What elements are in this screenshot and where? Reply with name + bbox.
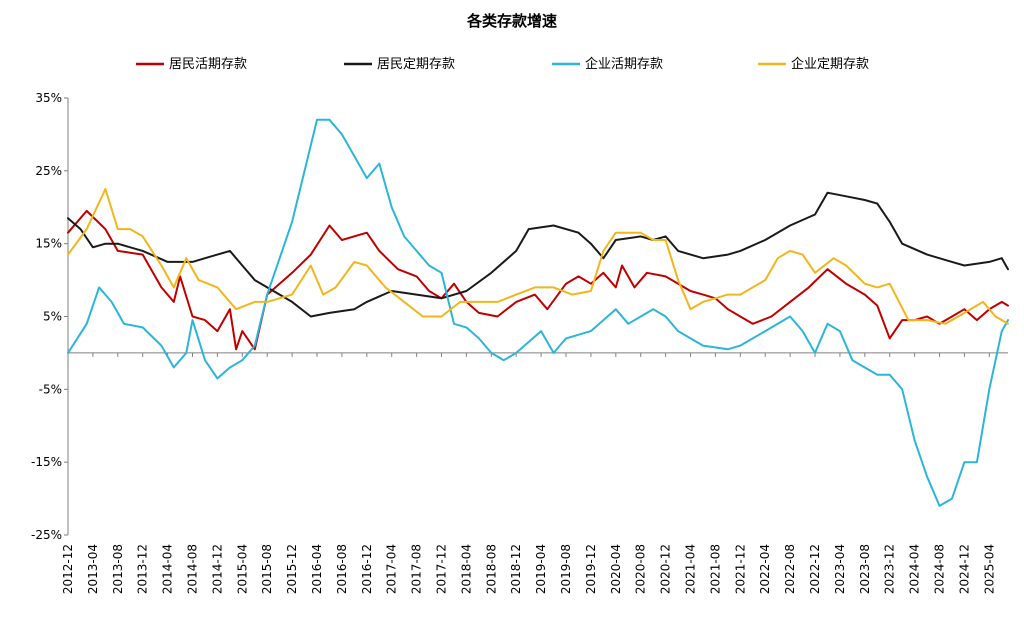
- legend-item-3: 企业定期存款: [758, 56, 869, 72]
- x-tick-label: 2023-04: [833, 544, 847, 594]
- x-tick-label: 2019-08: [559, 544, 573, 594]
- x-tick-label: 2023-12: [883, 544, 897, 594]
- legend-item-0: 居民活期存款: [136, 57, 247, 72]
- x-tick-label: 2019-04: [534, 544, 548, 594]
- y-tick-label: 15%: [35, 237, 62, 251]
- series-line-0: [67, 209, 1009, 351]
- y-tick-label: 5%: [43, 310, 62, 324]
- x-tick-label: 2024-12: [957, 544, 971, 594]
- y-tick-label: -5%: [39, 382, 62, 396]
- legend: 居民活期存款 居民定期存款 企业活期存款 企业定期存款: [136, 56, 869, 72]
- x-tick-label: 2018-04: [459, 544, 473, 594]
- x-tick-label: 2020-08: [634, 544, 648, 594]
- x-tick-label: 2014-08: [186, 544, 200, 594]
- x-tick-label: 2012-12: [61, 544, 75, 594]
- series-line-2: [67, 118, 1009, 507]
- y-tick-label: 25%: [35, 164, 62, 178]
- y-tick-label: -25%: [31, 528, 62, 542]
- chart-title: 各类存款增速: [466, 12, 557, 30]
- x-tick-label: 2015-04: [235, 544, 249, 594]
- x-tick-label: 2014-04: [161, 544, 175, 594]
- y-tick-label: 35%: [35, 91, 62, 105]
- x-tick-label: 2018-12: [509, 544, 523, 594]
- x-tick-label: 2016-04: [310, 544, 324, 594]
- legend-item-1: 居民定期存款: [344, 57, 455, 72]
- legend-label-1: 居民定期存款: [377, 57, 455, 72]
- x-tick-label: 2016-08: [335, 544, 349, 594]
- x-tick-label: 2013-12: [136, 544, 150, 594]
- x-tick-label: 2022-12: [808, 544, 822, 594]
- series-line-3: [67, 188, 1009, 325]
- x-tick-label: 2021-12: [733, 544, 747, 594]
- x-tick-label: 2018-08: [484, 544, 498, 594]
- x-tick-label: 2013-04: [86, 544, 100, 594]
- x-tick-label: 2021-08: [708, 544, 722, 594]
- x-tick-label: 2024-08: [933, 544, 947, 594]
- x-tick-label: 2022-08: [783, 544, 797, 594]
- legend-item-2: 企业活期存款: [552, 56, 663, 72]
- x-tick-label: 2020-04: [609, 544, 623, 594]
- x-tick-label: 2015-08: [260, 544, 274, 594]
- series-group: [67, 118, 1009, 507]
- x-tick-label: 2025-04: [982, 544, 996, 594]
- x-tick-label: 2015-12: [285, 544, 299, 594]
- x-tick-label: 2022-04: [758, 544, 772, 594]
- x-tick-label: 2017-04: [385, 544, 399, 594]
- x-tick-label: 2016-12: [360, 544, 374, 594]
- y-tick-label: -15%: [31, 455, 62, 469]
- x-tick-label: 2024-04: [908, 544, 922, 594]
- axes: 35% 25% 15% 5% -5% -15% -25% 2012-12 2013-04 2013…: [31, 91, 1008, 594]
- legend-label-2: 企业活期存款: [585, 56, 663, 72]
- x-tick-label: 2021-04: [684, 544, 698, 594]
- x-tick-label: 2017-12: [435, 544, 449, 594]
- legend-label-3: 企业定期存款: [791, 56, 869, 72]
- x-tick-label: 2019-12: [584, 544, 598, 594]
- x-tick-label: 2023-08: [858, 544, 872, 594]
- x-tick-label: 2020-12: [659, 544, 673, 594]
- series-line-1: [67, 191, 1009, 318]
- legend-label-0: 居民活期存款: [169, 57, 247, 72]
- x-tick-label: 2014-12: [210, 544, 224, 594]
- x-tick-label: 2013-08: [111, 544, 125, 594]
- x-tick-label: 2017-08: [410, 544, 424, 594]
